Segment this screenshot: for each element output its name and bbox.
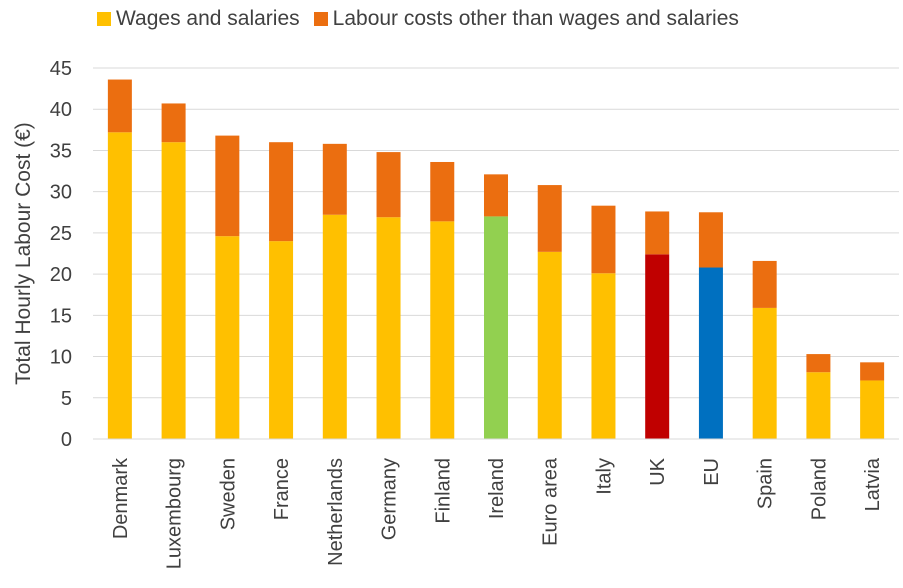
bar-segment-other-costs (698, 212, 723, 268)
y-axis-label: Total Hourly Labour Cost (€) (12, 122, 35, 385)
y-tick-label: 20 (50, 264, 72, 286)
legend-swatch-other-costs (313, 12, 328, 26)
bar-segment-wages (107, 132, 132, 439)
y-tick-label: 15 (50, 305, 72, 327)
bar-segment-other-costs (591, 205, 616, 274)
bar-segment-wages (322, 214, 347, 439)
bar-segment-wages (537, 251, 562, 439)
bar-segment-other-costs (645, 211, 670, 255)
y-tick-label: 0 (61, 429, 72, 451)
y-tick-label: 25 (50, 223, 72, 245)
x-tick-label: France (271, 458, 293, 520)
bar-segment-wages (376, 217, 401, 439)
bar-segment-other-costs (215, 135, 240, 237)
legend-item-other-costs: Labour costs other than wages and salari… (313, 7, 739, 31)
y-tick-label: 45 (50, 58, 72, 80)
bar-segment-other-costs (376, 152, 401, 218)
y-tick-label: 5 (61, 388, 72, 410)
bar-segment-wages (645, 254, 670, 439)
bar-segment-other-costs (860, 362, 885, 381)
x-tick-label: Poland (808, 458, 830, 520)
x-tick-label: Spain (755, 458, 777, 509)
y-tick-labels: 0 5 10 15 20 25 30 35 40 45 (50, 58, 72, 451)
x-tick-label: Euro area (540, 457, 562, 546)
y-tick-label: 30 (50, 182, 72, 204)
bar-segment-wages (430, 221, 455, 439)
bar-segment-wages (752, 307, 777, 439)
bar-segment-wages (698, 267, 723, 439)
x-tick-label: Ireland (486, 458, 508, 519)
x-tick-label: Luxembourg (164, 458, 186, 569)
bar-segment-other-costs (806, 354, 831, 373)
bar-segment-wages (860, 380, 885, 439)
bar-segment-wages (484, 216, 508, 439)
x-tick-label: Germany (379, 458, 401, 540)
bar-segment-wages (806, 372, 831, 439)
x-tick-label: Denmark (110, 457, 132, 539)
x-tick-labels: Denmark Luxembourg Sweden France Netherlands… (110, 457, 884, 569)
bar-segment-other-costs (269, 142, 294, 242)
bar-segment-wages (215, 236, 240, 439)
x-tick-label: Netherlands (325, 458, 347, 566)
x-tick-label: EU (701, 458, 723, 486)
bar-segment-other-costs (537, 185, 562, 252)
bar-segment-other-costs (430, 161, 455, 222)
legend-label-wages: Wages and salaries (116, 7, 300, 30)
x-tick-label: Italy (593, 458, 615, 495)
y-tick-label: 40 (50, 99, 72, 121)
bar-segment-other-costs (107, 79, 132, 133)
bar-segment-other-costs (484, 174, 508, 217)
legend-item-wages: Wages and salaries (97, 7, 300, 31)
bar-segment-wages (269, 241, 294, 439)
bar-segment-wages (161, 142, 186, 439)
bars (107, 79, 885, 439)
x-tick-label: UK (647, 457, 669, 485)
x-tick-label: Latvia (862, 457, 884, 511)
x-tick-label: Sweden (217, 458, 239, 530)
bar-segment-other-costs (322, 143, 347, 215)
y-tick-label: 10 (50, 347, 72, 369)
y-tick-label: 35 (50, 140, 72, 162)
legend: Wages and salaries Labour costs other th… (97, 7, 753, 31)
bar-segment-other-costs (161, 103, 186, 143)
legend-swatch-wages (97, 12, 111, 26)
bar-segment-wages (591, 273, 616, 439)
legend-label-other-costs: Labour costs other than wages and salari… (332, 7, 739, 30)
x-tick-label: Finland (432, 458, 454, 524)
bar-segment-other-costs (752, 260, 777, 308)
